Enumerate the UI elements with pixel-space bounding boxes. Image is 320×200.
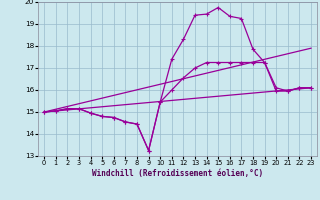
X-axis label: Windchill (Refroidissement éolien,°C): Windchill (Refroidissement éolien,°C) [92, 169, 263, 178]
